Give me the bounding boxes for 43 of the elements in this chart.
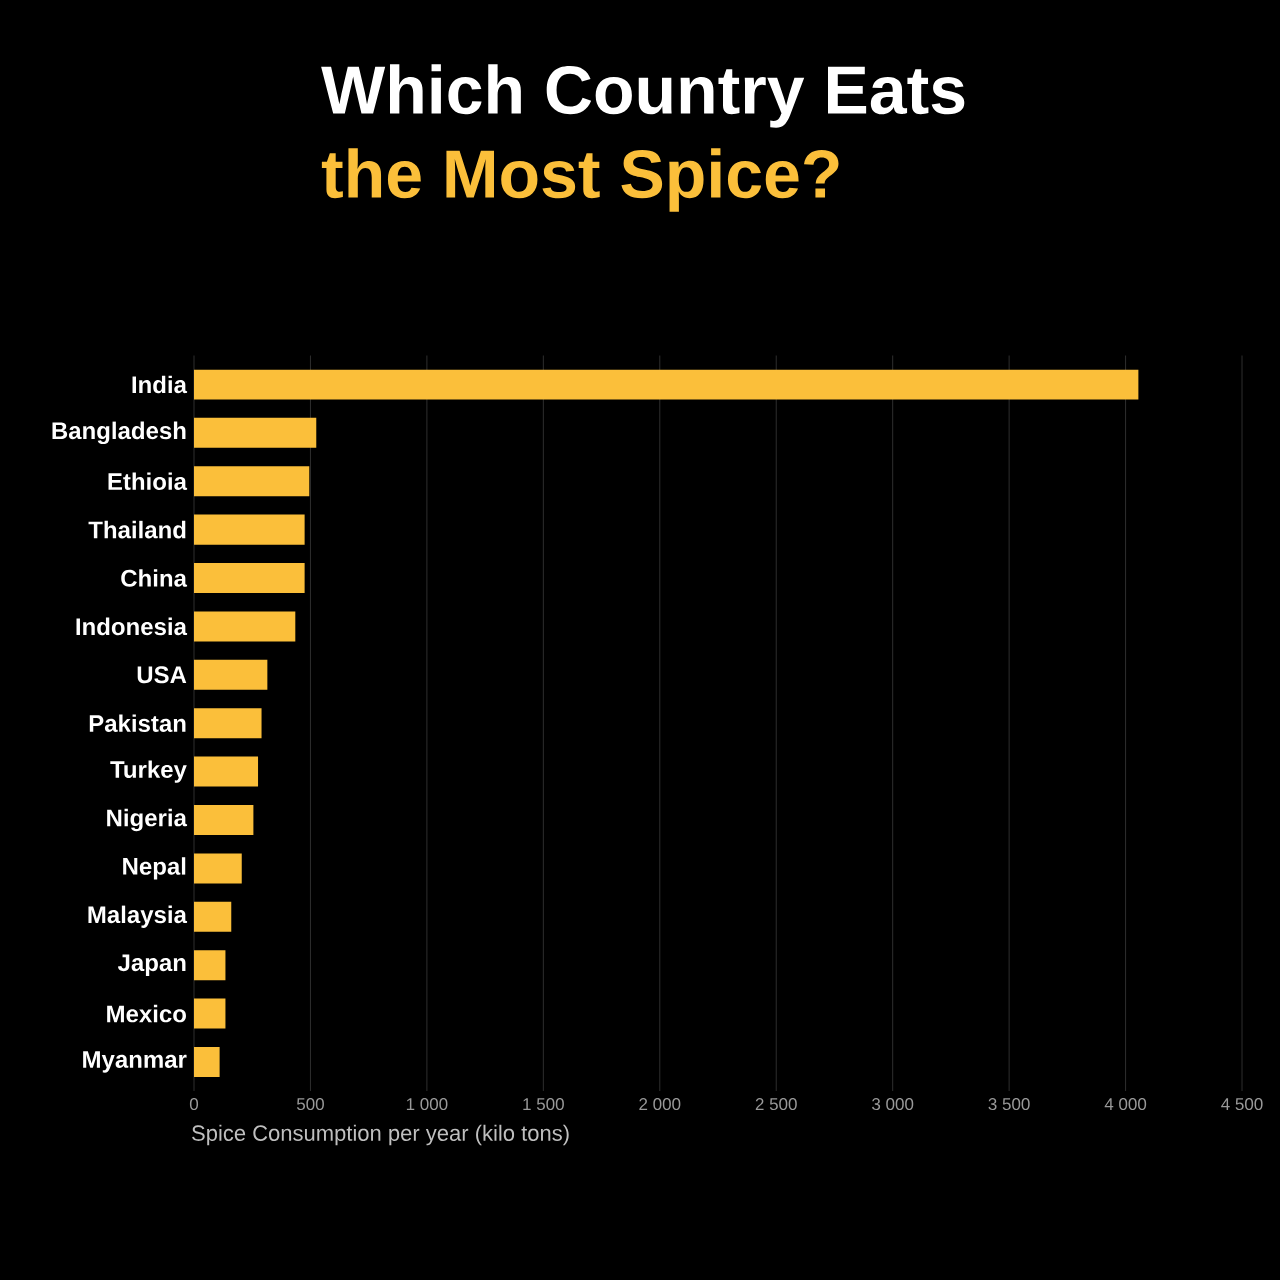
y-tick-label: Pakistan [89, 714, 186, 732]
bar [194, 901, 232, 932]
bar [194, 805, 254, 835]
bar [194, 417, 317, 448]
chart-title: Which Country Eats [321, 64, 965, 128]
x-tick-label: 3 500 [988, 1098, 1030, 1111]
x-tick-label: 4 500 [1221, 1098, 1263, 1111]
bar [194, 1046, 220, 1077]
bar [194, 514, 305, 545]
bar [194, 950, 226, 981]
y-tick-label: Thailand [88, 520, 186, 539]
x-tick-label: 1 500 [523, 1098, 564, 1111]
y-tick-label: Mexico [107, 1004, 186, 1023]
y-tick-label: Nigeria [107, 808, 188, 832]
bar [194, 998, 226, 1029]
y-tick-label: Myanmar [83, 1051, 187, 1073]
y-tick-label: USA [137, 666, 187, 684]
x-tick-label: 4 000 [1104, 1098, 1147, 1111]
bar [194, 756, 259, 787]
y-tick-label: Turkey [110, 760, 187, 783]
bar [194, 708, 262, 739]
bar [194, 659, 268, 690]
bar [194, 466, 310, 497]
x-tick-label: 2 000 [639, 1098, 681, 1111]
y-tick-label: Malaysia [88, 905, 188, 928]
x-tick-label: 3 000 [872, 1098, 914, 1111]
y-tick-label: Bangladesh [52, 421, 186, 445]
y-tick-label: China [121, 569, 188, 587]
y-tick-label: Nepal [123, 857, 186, 880]
y-tick-label: Japan [117, 954, 186, 976]
bar [194, 853, 242, 884]
x-tick-label: 2 500 [755, 1098, 797, 1111]
bar [194, 369, 1139, 400]
chart-subtitle: the Most Spice? [321, 148, 839, 212]
y-tick-label: Indonesia [76, 617, 188, 636]
x-tick-label: 1 000 [406, 1098, 448, 1111]
x-tick-label: 0 [189, 1098, 199, 1111]
y-tick-label: Ethioia [108, 472, 188, 491]
y-tick-label: India [132, 375, 188, 394]
bar [194, 611, 296, 642]
x-axis-title: Spice Consumption per year (kilo tons) [192, 1124, 569, 1146]
bar [194, 563, 305, 594]
x-tick-label: 500 [296, 1098, 324, 1111]
